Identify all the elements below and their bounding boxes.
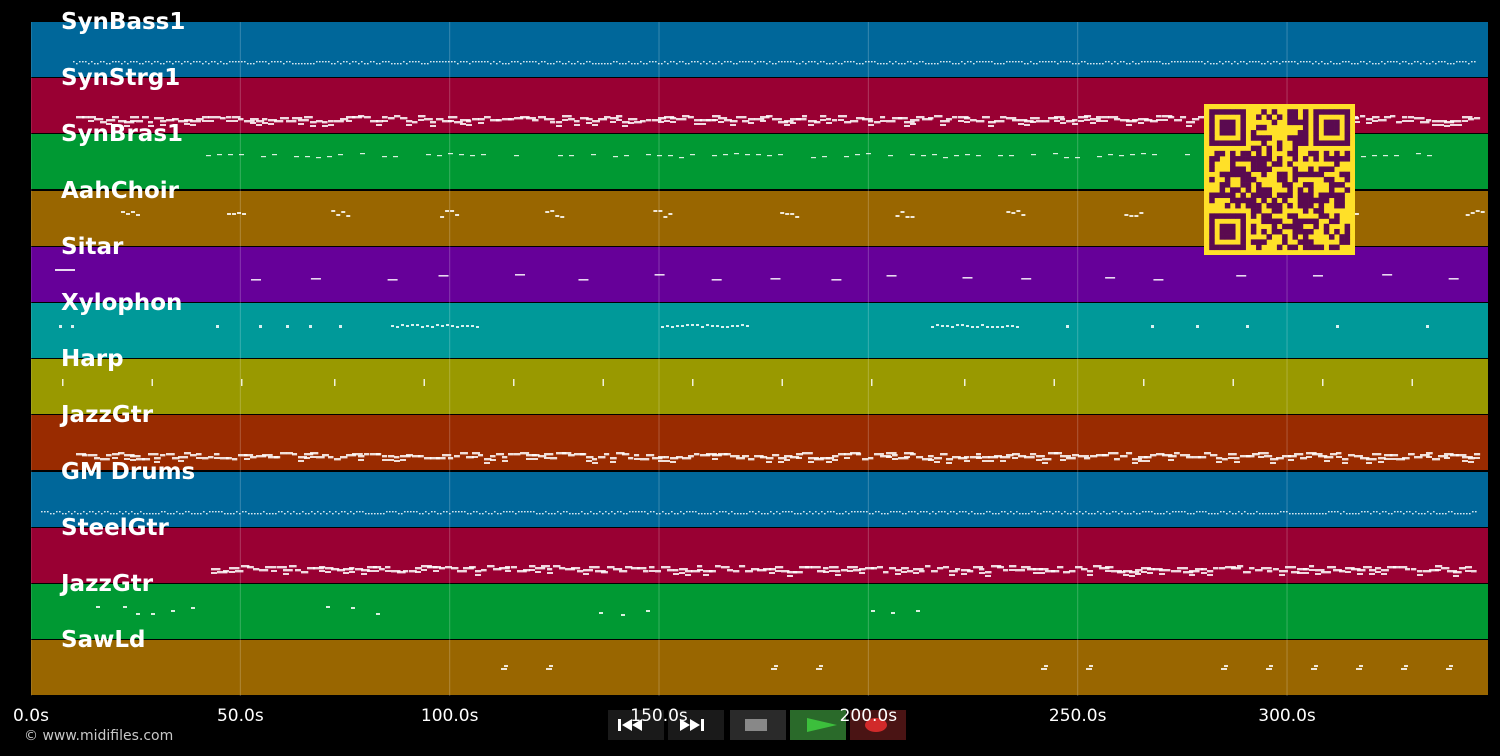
note-pattern [501,665,1453,671]
track-name: SynStrg1 [61,65,181,92]
track-name: SynBass1 [61,9,186,35]
track-name: Sitar [61,233,124,260]
note-pattern [121,209,1485,218]
rewind-icon [618,719,642,731]
track-name: SynBras1 [61,121,184,148]
note-pattern [96,606,920,616]
copyright-text: © www.midifiles.com [24,728,174,744]
transport-controls [598,710,906,740]
note-pattern [211,564,1477,577]
time-tick-label: 0.0s [13,706,49,726]
record-button[interactable] [850,710,906,740]
track-lane[interactable]: GM Drums [31,459,1488,527]
track-lane[interactable]: Harp [31,346,1488,415]
note-pattern [55,268,1459,281]
note-pattern [73,61,1476,65]
stop-button[interactable] [730,710,786,740]
track-name: AahChoir [61,177,179,204]
track-name: SteelGtr [61,514,169,541]
track-name: JazzGtr [61,571,154,597]
time-tick-label: 50.0s [216,706,264,726]
note-pattern [59,324,1429,328]
track-name: Harp [61,346,124,373]
rewind-button[interactable] [608,710,664,740]
record-icon [865,718,887,732]
track-lane[interactable]: Xylophon [31,290,1488,358]
track-name: SawLd [61,627,146,654]
track-name: JazzGtr [61,402,154,429]
time-tick-label: 100.0s [420,706,479,726]
track-lane[interactable]: Sitar [31,234,1488,302]
time-tick-label: 200.0s [839,706,898,726]
track-lane[interactable]: JazzGtr [31,571,1488,639]
qr-code-image [1204,104,1355,255]
time-tick-label: 300.0s [1258,706,1316,726]
time-tick-label: 250.0s [1048,706,1107,726]
track-lane[interactable]: SteelGtr [31,515,1488,583]
track-name: GM Drums [61,458,196,485]
note-pattern [62,379,1413,387]
note-pattern [41,510,1477,514]
track-lane[interactable]: JazzGtr [31,402,1488,471]
fast-forward-button[interactable] [668,710,724,740]
stop-icon [745,719,767,731]
play-button[interactable] [790,710,846,740]
note-pattern [76,452,1481,465]
time-tick-label: 150.0s [630,706,688,726]
fast-forward-icon [680,719,704,731]
note-pattern [76,115,1481,128]
play-icon [807,718,837,732]
track-name: Xylophon [61,290,183,316]
track-lane[interactable]: SawLd [31,627,1488,696]
track-lane[interactable]: SynBass1 [31,9,1488,77]
